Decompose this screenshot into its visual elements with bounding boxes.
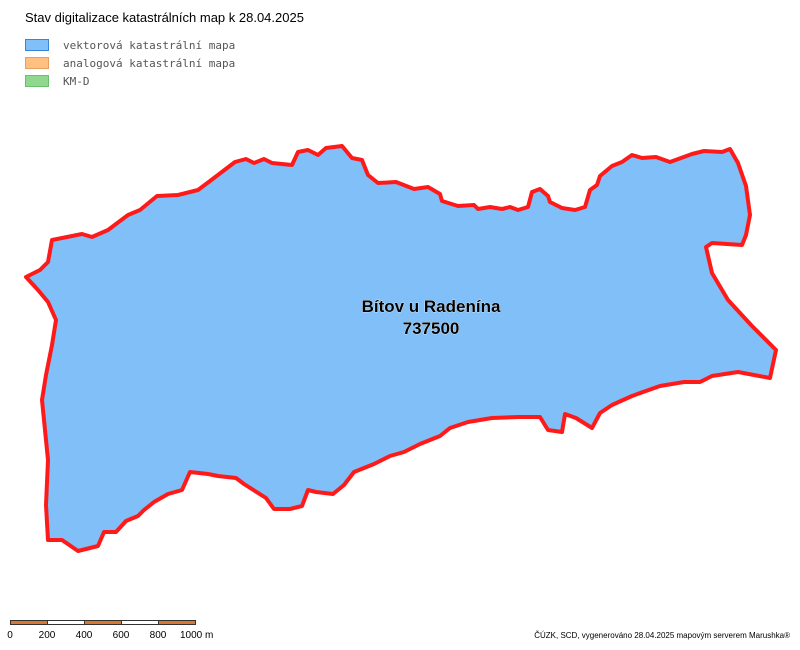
legend-item-analog: analogová katastrální mapa	[25, 54, 235, 72]
legend: vektorová katastrální mapa analogová kat…	[25, 36, 235, 90]
map-title: Stav digitalizace katastrálních map k 28…	[25, 10, 304, 25]
scale-label: 0	[7, 630, 13, 641]
legend-swatch-analog	[25, 57, 49, 69]
scale-label: 800	[149, 630, 167, 641]
scale-label: 400	[75, 630, 93, 641]
attribution-footer: ČÚZK, SCD, vygenerováno 28.04.2025 mapov…	[534, 631, 790, 640]
scale-label: 1000 m	[180, 630, 214, 641]
scale-segment	[158, 620, 196, 625]
legend-label-vector: vektorová katastrální mapa	[63, 38, 236, 52]
scale-segment	[84, 620, 122, 625]
scale-label: 200	[38, 630, 56, 641]
scale-segment	[121, 620, 159, 625]
area-name-label: Bítov u Radenína	[362, 297, 501, 316]
legend-item-vector: vektorová katastrální mapa	[25, 36, 235, 54]
legend-item-kmd: KM-D	[25, 72, 235, 90]
scale-label: 600	[112, 630, 130, 641]
legend-swatch-vector	[25, 39, 49, 51]
area-code-label: 737500	[403, 319, 460, 338]
scale-segment	[10, 620, 48, 625]
legend-label-analog: analogová katastrální mapa	[63, 56, 236, 70]
cadastral-area-polygon[interactable]	[24, 144, 778, 553]
legend-swatch-kmd	[25, 75, 49, 87]
scale-segment	[47, 620, 85, 625]
legend-label-kmd: KM-D	[63, 74, 90, 88]
